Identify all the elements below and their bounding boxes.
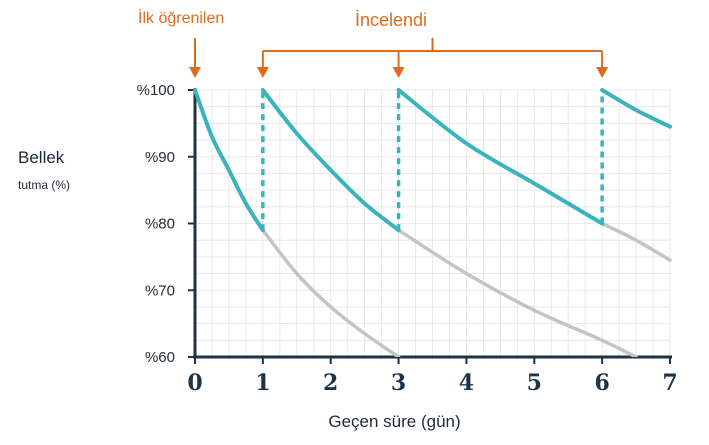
y-axis-label: Bellek	[18, 148, 65, 167]
first-learned-annotation: İlk öğrenilen	[138, 10, 225, 27]
retention-curve	[193, 88, 265, 233]
annotation-arrowhead	[596, 67, 609, 78]
retention-curve	[396, 88, 605, 226]
x-tick-label: 6	[594, 370, 609, 396]
x-tick-label: 7	[662, 370, 677, 396]
x-tick-label: 0	[187, 370, 202, 396]
x-tick-label: 2	[323, 370, 338, 396]
x-tick-label: 4	[459, 370, 474, 396]
x-tick-label: 5	[527, 370, 542, 396]
y-tick-label: %90	[145, 149, 175, 166]
x-tick-label: 3	[391, 370, 406, 396]
annotation-arrowhead	[392, 67, 405, 78]
retention-curve	[600, 88, 672, 129]
reviewed-annotation: İncelendi	[355, 10, 428, 30]
annotation-arrowhead	[189, 67, 201, 78]
y-tick-label: %60	[145, 349, 175, 366]
forgetting-curve	[261, 228, 401, 357]
x-tick-label: 1	[255, 370, 270, 396]
retention-curve	[260, 88, 401, 233]
y-tick-label: %100	[137, 82, 175, 99]
annotation-arrowhead	[256, 67, 269, 78]
y-axis-sublabel: tutma (%)	[18, 178, 71, 192]
y-tick-label: %80	[145, 216, 175, 233]
x-axis-label: Geçen süre (gün)	[328, 412, 461, 431]
forgetting-curve	[396, 228, 638, 357]
forgetting-curve	[600, 221, 672, 262]
y-tick-label: %70	[145, 282, 175, 299]
